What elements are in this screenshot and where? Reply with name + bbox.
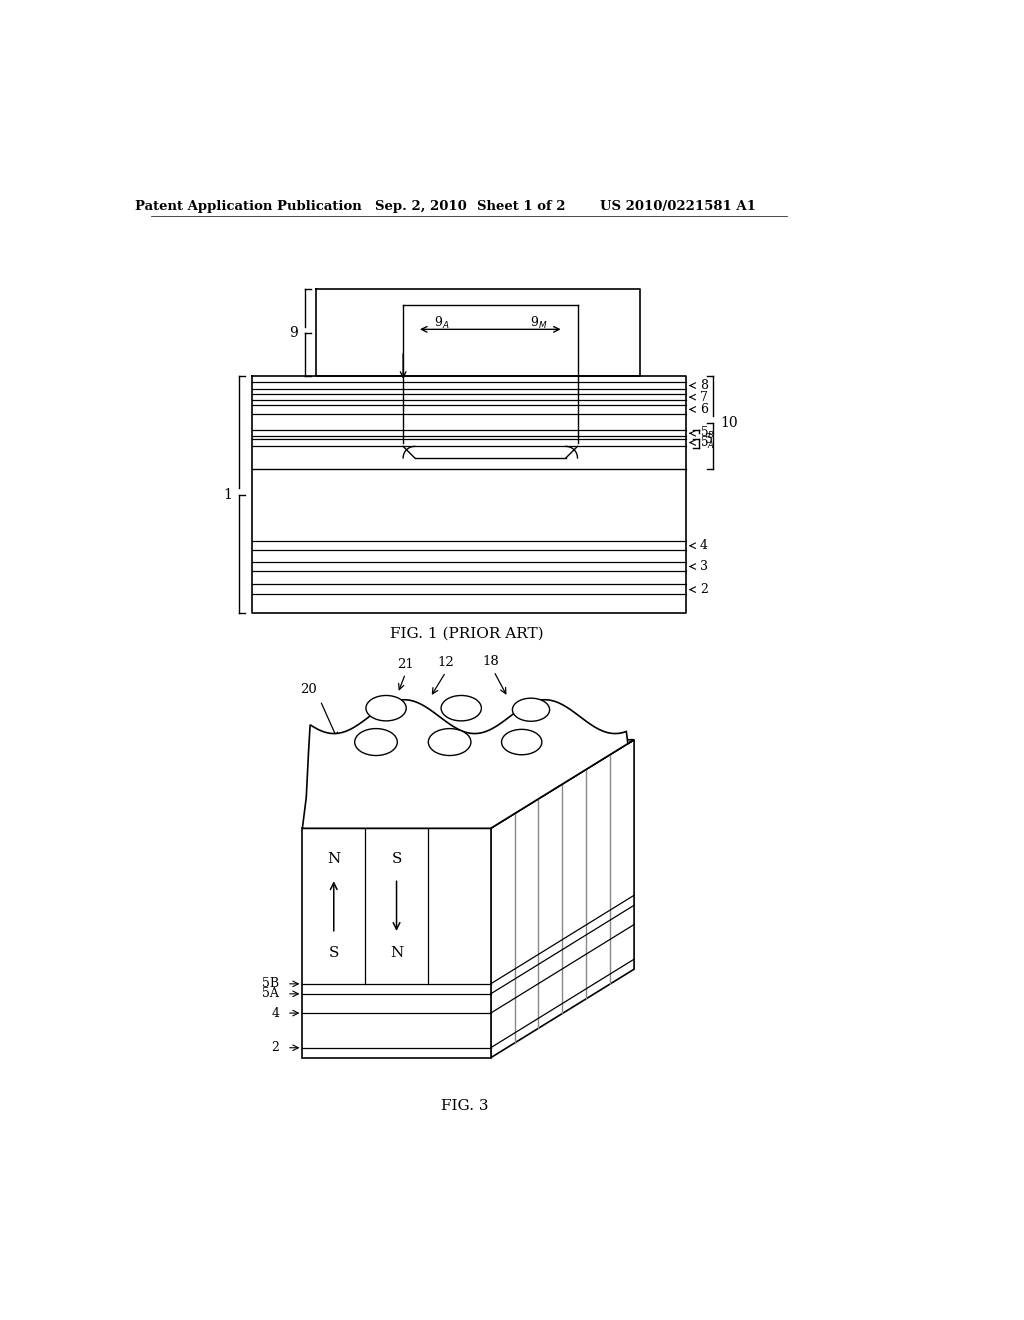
Text: 3: 3 xyxy=(700,560,708,573)
Text: 1: 1 xyxy=(223,487,232,502)
Text: 4: 4 xyxy=(700,539,708,552)
Polygon shape xyxy=(490,739,634,1057)
Text: 5B: 5B xyxy=(262,977,280,990)
Text: 5: 5 xyxy=(705,433,713,446)
Text: 18: 18 xyxy=(482,656,499,668)
Text: 2: 2 xyxy=(700,583,708,597)
Text: 5$_A$: 5$_A$ xyxy=(700,434,715,450)
Text: 9$_M$: 9$_M$ xyxy=(530,315,548,331)
Text: FIG. 3: FIG. 3 xyxy=(441,1098,488,1113)
Text: 4: 4 xyxy=(271,1007,280,1019)
Text: 2: 2 xyxy=(271,1041,280,1055)
Text: 9: 9 xyxy=(289,326,297,339)
Text: Patent Application Publication: Patent Application Publication xyxy=(135,199,361,213)
Text: US 2010/0221581 A1: US 2010/0221581 A1 xyxy=(600,199,756,213)
Ellipse shape xyxy=(354,729,397,755)
Text: Sheet 1 of 2: Sheet 1 of 2 xyxy=(477,199,566,213)
Text: 9$_A$: 9$_A$ xyxy=(434,315,450,331)
Text: N: N xyxy=(390,946,403,960)
Text: 7: 7 xyxy=(700,391,708,404)
Text: 21: 21 xyxy=(397,657,414,671)
Ellipse shape xyxy=(366,696,407,721)
Ellipse shape xyxy=(428,729,471,755)
Text: 8: 8 xyxy=(700,379,708,392)
Polygon shape xyxy=(302,700,634,829)
Text: FIG. 1 (PRIOR ART): FIG. 1 (PRIOR ART) xyxy=(390,627,544,640)
Text: 5A: 5A xyxy=(262,987,280,1001)
Text: 10: 10 xyxy=(720,416,737,429)
Text: S: S xyxy=(329,946,339,960)
Polygon shape xyxy=(302,739,634,829)
Ellipse shape xyxy=(512,698,550,721)
Ellipse shape xyxy=(502,730,542,755)
Ellipse shape xyxy=(441,696,481,721)
Polygon shape xyxy=(302,829,490,1057)
Text: 20: 20 xyxy=(300,684,317,696)
Text: Sep. 2, 2010: Sep. 2, 2010 xyxy=(375,199,467,213)
Text: 6: 6 xyxy=(700,403,708,416)
Text: S: S xyxy=(391,853,401,866)
Text: 5$_B$: 5$_B$ xyxy=(700,425,715,441)
Text: 12: 12 xyxy=(437,656,454,669)
Text: N: N xyxy=(327,853,340,866)
